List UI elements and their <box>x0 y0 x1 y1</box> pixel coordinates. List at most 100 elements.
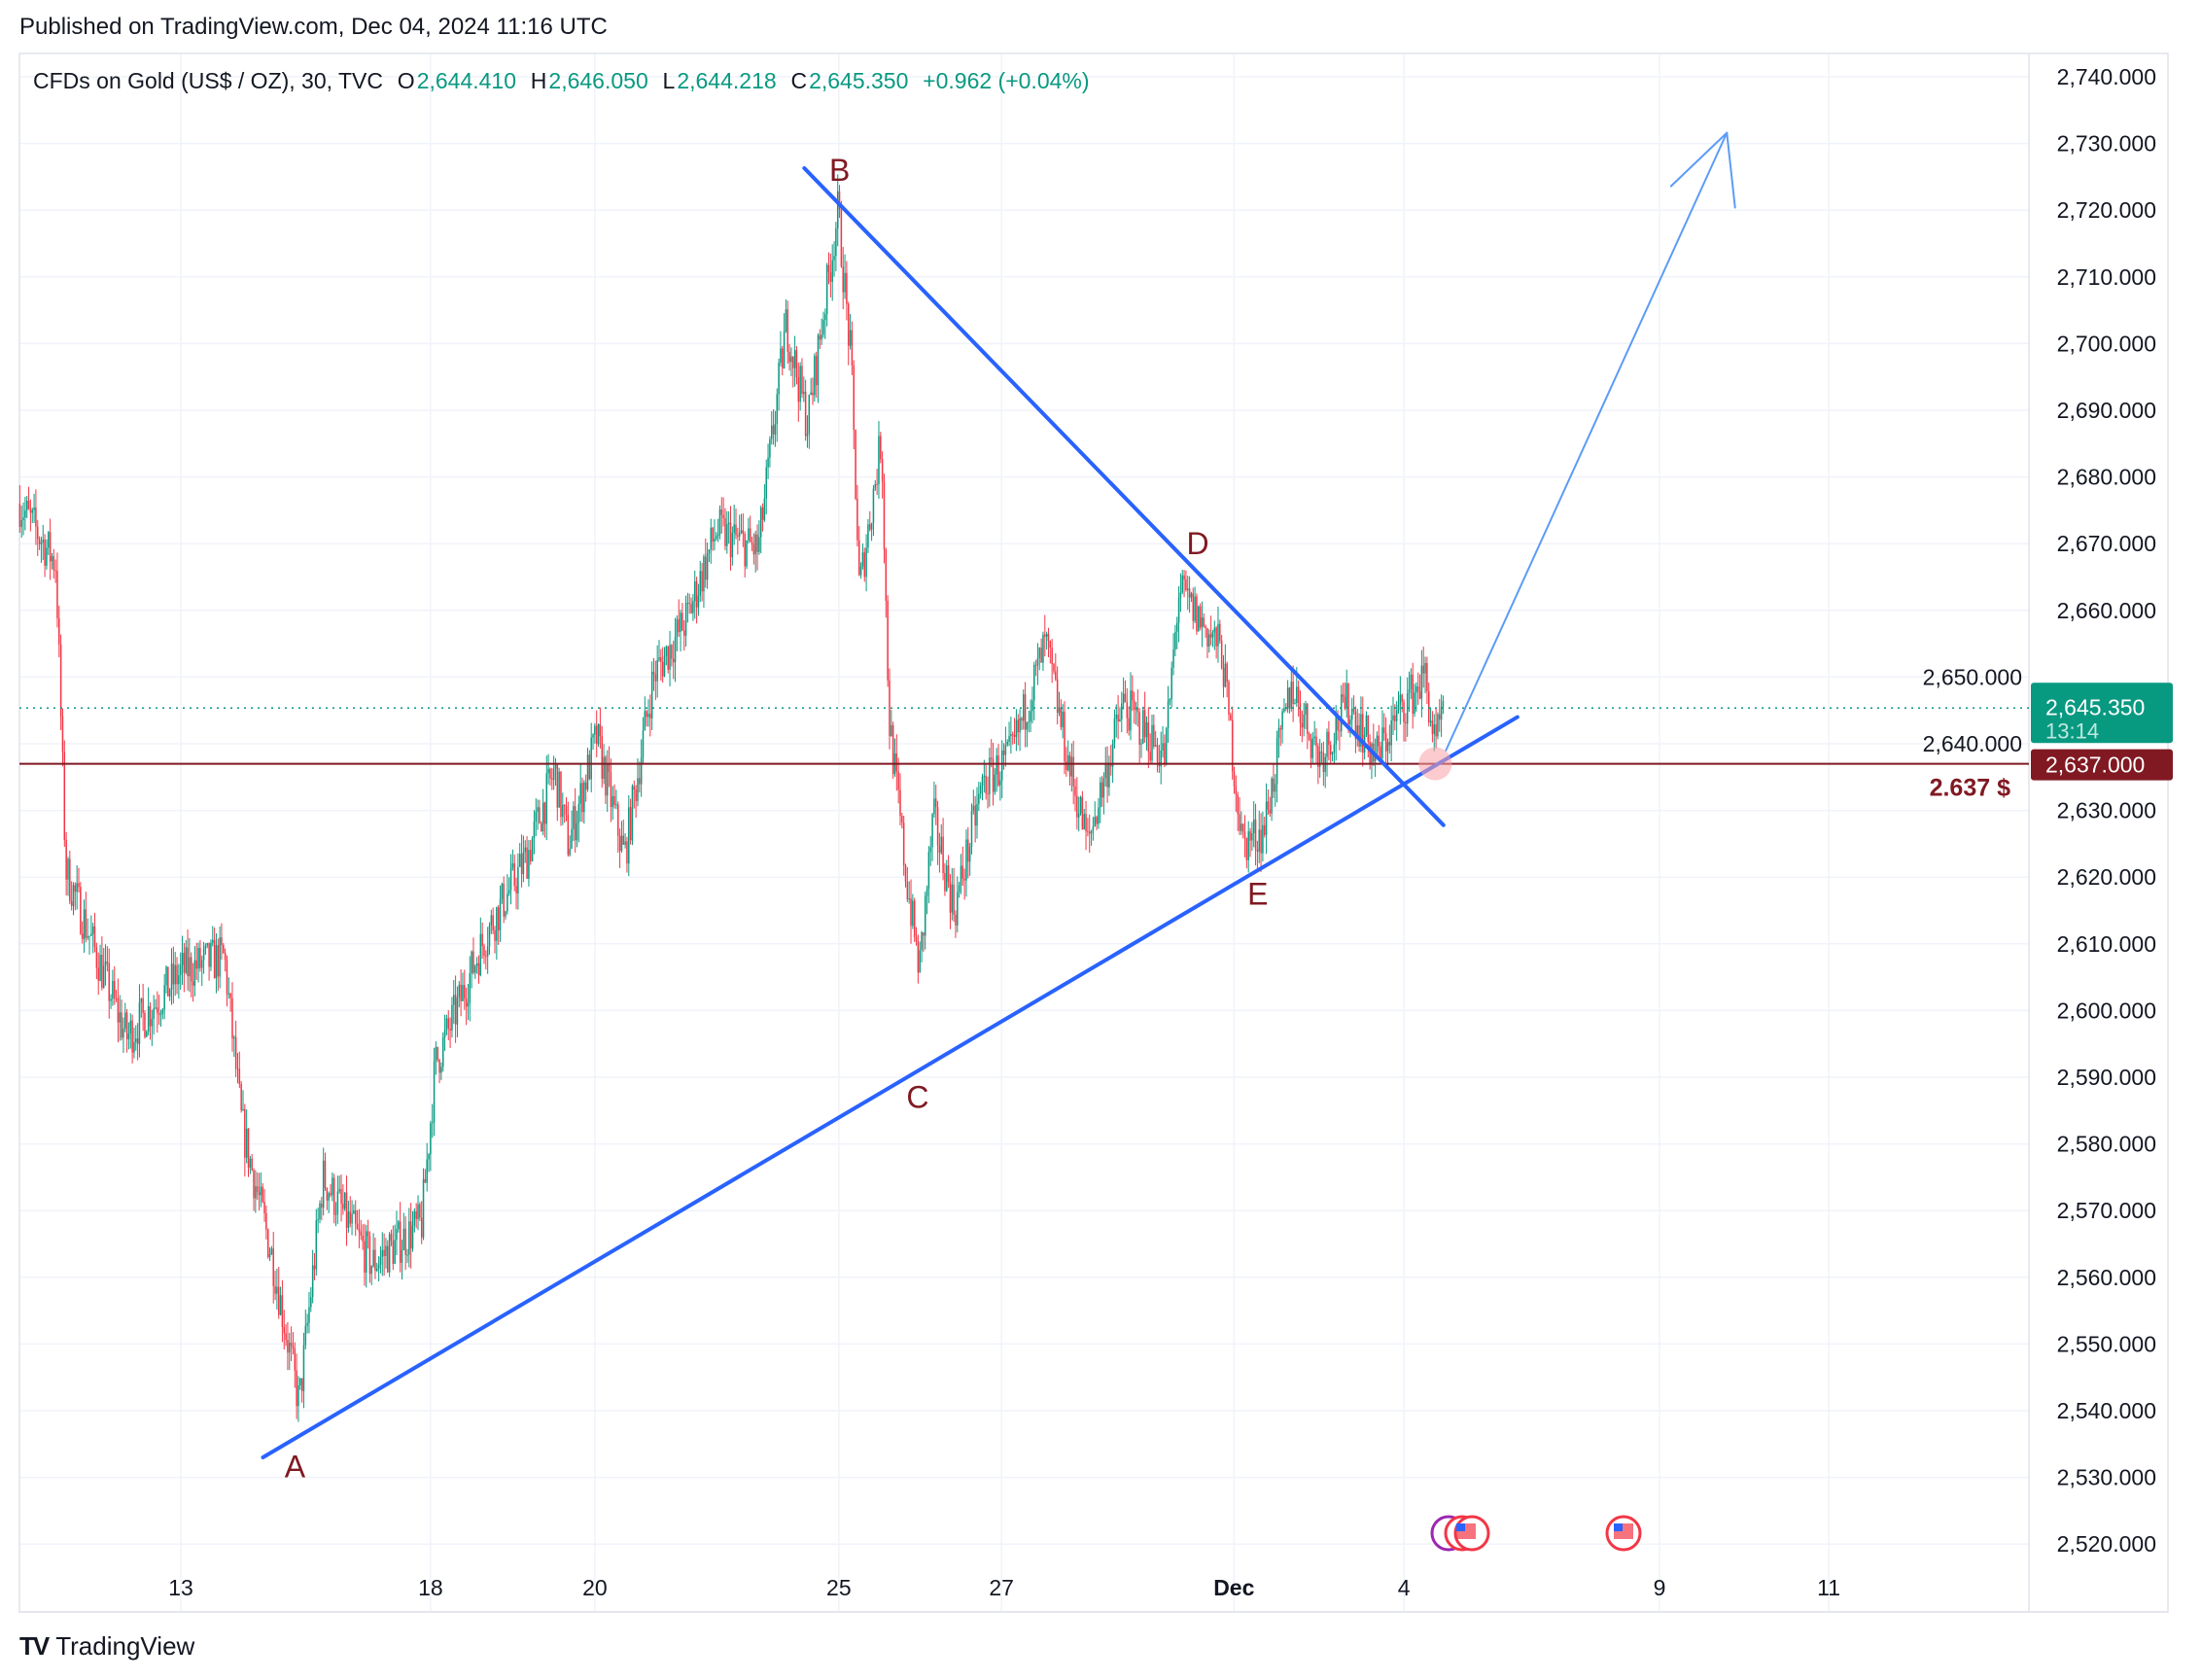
candle-body <box>1415 685 1417 693</box>
candle-body <box>581 783 583 813</box>
candle-body <box>944 872 946 892</box>
candle-body <box>552 768 555 781</box>
candle-body <box>573 806 575 829</box>
candle-body <box>869 524 871 530</box>
candle-body <box>1051 648 1053 664</box>
bar-countdown: 13:14 <box>2045 718 2099 743</box>
candle-body <box>1160 751 1162 767</box>
candle-body <box>1235 786 1238 795</box>
arrow-head[interactable] <box>1669 131 1729 188</box>
candle-body <box>571 828 573 849</box>
candle-body <box>479 933 482 976</box>
price-tick: 2,570.000 <box>2057 1198 2156 1223</box>
candle-body <box>292 1346 295 1349</box>
projection-arrow[interactable] <box>1445 131 1729 752</box>
candle-body <box>1228 682 1230 715</box>
candle-body <box>1143 710 1146 738</box>
candle-body <box>417 1204 419 1219</box>
candle-body <box>1079 796 1082 814</box>
candle-body <box>505 911 507 917</box>
candle-body <box>1213 627 1216 633</box>
price-tick: 2,680.000 <box>2057 465 2156 490</box>
candle-body <box>759 508 762 538</box>
candle-body <box>815 356 818 386</box>
candle-body <box>861 552 864 567</box>
candle-body <box>1308 733 1310 740</box>
candle-body <box>1164 743 1166 763</box>
candle-body <box>149 1006 152 1027</box>
last-price-value: 2,645.350 <box>2045 694 2145 719</box>
candle-body <box>210 942 212 967</box>
candle-body <box>1055 671 1057 680</box>
candle-body <box>608 763 611 773</box>
candle-body <box>934 798 937 808</box>
candle-body <box>406 1254 408 1256</box>
candle-body <box>927 852 930 890</box>
candle-body <box>124 1012 126 1029</box>
level-price-badge <box>2031 749 2173 781</box>
candle-body <box>1124 693 1127 702</box>
candle-body <box>144 1012 146 1037</box>
support-trendline[interactable] <box>261 715 1520 1460</box>
candle-body <box>842 266 844 293</box>
candle-body <box>556 764 559 808</box>
candle-body <box>846 272 848 304</box>
candle-body <box>597 723 600 745</box>
candle-body <box>838 191 841 210</box>
resistance-trendline[interactable] <box>802 165 1446 827</box>
time-tick: Dec <box>1213 1575 1254 1600</box>
candle-body <box>1258 829 1260 852</box>
candle-body <box>18 504 21 528</box>
candle-body <box>390 1234 393 1242</box>
candle-body <box>29 508 32 513</box>
candle-body <box>187 947 189 977</box>
candle-body <box>471 951 472 974</box>
candle-body <box>383 1249 385 1256</box>
candle-body <box>605 756 607 796</box>
candle-body <box>965 839 967 881</box>
candle-body <box>496 907 498 941</box>
candle-body <box>451 1004 453 1031</box>
grid <box>19 53 2029 1612</box>
brand-name[interactable]: TradingView <box>55 1631 195 1661</box>
candle-body <box>576 822 578 841</box>
candle-body <box>334 1213 337 1215</box>
candle-body <box>233 1036 235 1039</box>
candle-body <box>1002 750 1005 755</box>
candle-body <box>35 508 37 527</box>
candle-body <box>808 395 811 435</box>
candle-body <box>1326 731 1328 757</box>
price-axis[interactable]: 2,520.000 2,530.000 2,540.000 2,550.000 2,56… <box>1923 64 2173 1557</box>
candle-body <box>889 680 891 737</box>
symbol-title[interactable]: CFDs on Gold (US$ / OZ), 30, TVC <box>33 68 384 93</box>
candle-body <box>583 782 585 813</box>
candle-body <box>542 802 544 832</box>
candle-body <box>1034 664 1037 666</box>
candle-body <box>686 603 689 605</box>
candle-body <box>1422 665 1424 674</box>
candle-body <box>1066 761 1067 771</box>
candle-body <box>545 773 548 824</box>
candle-body <box>518 854 521 867</box>
footer: TV TradingView <box>19 1631 194 1662</box>
candle-body <box>999 780 1001 786</box>
candle-body <box>1205 626 1206 629</box>
economic-events[interactable] <box>1430 1515 1642 1552</box>
drawings[interactable]: 2.637 $ A B C D E <box>19 131 2029 1485</box>
candle-body <box>1072 756 1074 787</box>
candle-body <box>1026 722 1029 730</box>
candle-body <box>1369 741 1371 764</box>
candle-body <box>1408 688 1411 694</box>
tradingview-logo-icon[interactable]: TV <box>19 1631 50 1661</box>
candle-body <box>1360 714 1362 747</box>
candle-body <box>979 786 982 794</box>
candle-body <box>234 1036 237 1069</box>
candle-body <box>125 1012 128 1039</box>
candle-body <box>799 366 801 402</box>
time-axis[interactable]: 13 18 20 25 27 Dec 4 9 11 <box>168 1575 1840 1600</box>
candle-body <box>859 566 862 576</box>
candle-body <box>402 1228 405 1250</box>
candle-body <box>336 1191 339 1214</box>
arrow-head[interactable] <box>1726 131 1736 209</box>
